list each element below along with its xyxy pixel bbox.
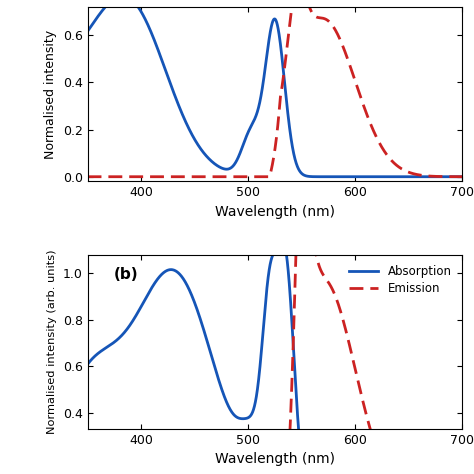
X-axis label: Wavelength (nm): Wavelength (nm) bbox=[215, 452, 335, 466]
Y-axis label: Normalised intensity (arb. units): Normalised intensity (arb. units) bbox=[47, 249, 57, 434]
Text: (b): (b) bbox=[114, 267, 138, 282]
Y-axis label: Normalised intensity: Normalised intensity bbox=[44, 30, 57, 159]
X-axis label: Wavelength (nm): Wavelength (nm) bbox=[215, 205, 335, 219]
Legend: Absorption, Emission: Absorption, Emission bbox=[344, 261, 456, 300]
